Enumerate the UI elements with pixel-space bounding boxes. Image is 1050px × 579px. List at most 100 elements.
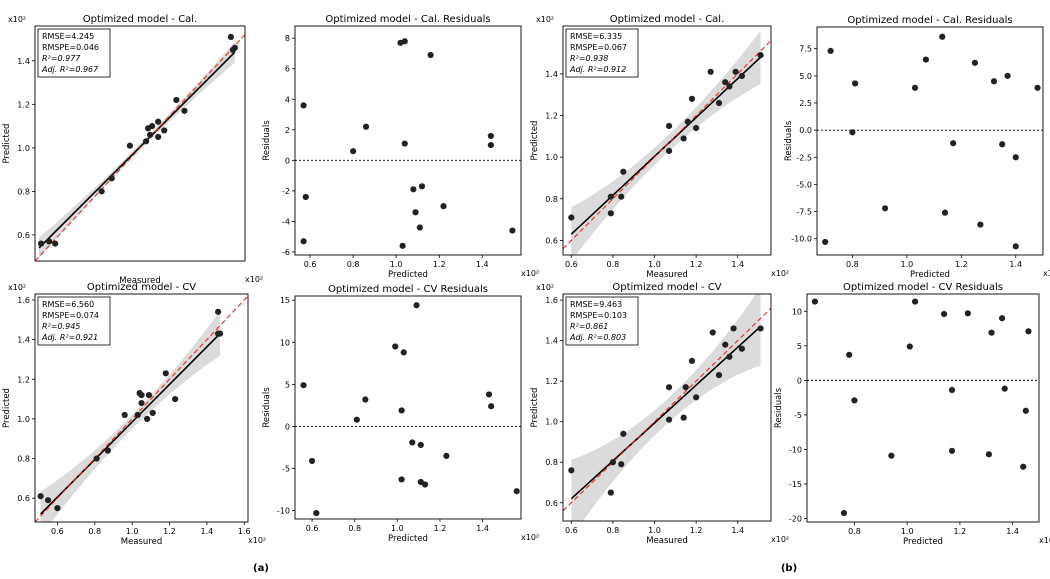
data-point [840, 509, 848, 517]
data-point [940, 310, 948, 318]
chart-b-cv: 0.6 0.8 1.0 1.2 1.4 0.6 0.8 1.0 1.2 1.4 1.6 Optimiz… [530, 282, 789, 546]
data-point [145, 392, 153, 399]
plots-layer: 0.6 0.8 1.0 1.2 1.4 Optimized model - Cal. Mea… [2, 14, 1050, 547]
data-point [488, 403, 495, 410]
data-point [362, 396, 369, 403]
y-tick-label: 0 [285, 422, 290, 431]
data-point [1034, 84, 1041, 91]
data-point [421, 481, 429, 488]
data-point [827, 47, 834, 54]
y-tick-label: 5 [285, 380, 290, 389]
data-point [684, 118, 691, 125]
plot-area [817, 33, 1043, 250]
data-point [300, 102, 307, 109]
chart-b-cal: 0.6 0.8 1.0 1.2 1.4 0.6 0.8 1.0 1.2 1.4 Optimized … [530, 14, 789, 280]
y-tick-label: -5 [794, 411, 802, 420]
plot-area [35, 33, 245, 261]
y-tick-label: -10.0 [791, 235, 812, 244]
chart-title: Optimized model - CV Residuals [843, 282, 1003, 293]
x-axis-label: Measured [646, 270, 688, 280]
data-point [54, 505, 61, 512]
x-tick-label: 0.8 [848, 527, 861, 536]
data-point [509, 227, 516, 234]
data-point [162, 370, 169, 377]
x-tick-label: 0.6 [51, 527, 64, 536]
x-tick-label: 1.2 [163, 527, 176, 536]
plot-area [295, 38, 521, 249]
x-tick-label: 1.0 [648, 526, 661, 535]
stats-line: R²=0.945 [42, 322, 80, 331]
data-point [155, 118, 162, 125]
identity-line [35, 295, 248, 522]
stats-line: RMSPE=0.046 [42, 43, 99, 52]
y-tick-label: 0.6 [545, 499, 558, 508]
y-multiplier: x10² [536, 15, 554, 24]
y-tick-label: 0.6 [545, 236, 558, 245]
chart-a-cal-res: 0.6 0.8 1.0 1.2 1.4 -6 -4 -2 0 2 4 6 8 Optimized mode… [262, 14, 539, 280]
x-tick-label: 1.4 [1009, 260, 1022, 269]
plot-frame [294, 295, 522, 520]
y-tick-label: 0.8 [17, 187, 30, 196]
data-point [730, 325, 737, 332]
plot-area [35, 295, 248, 522]
y-tick-label: 0.6 [17, 494, 30, 503]
data-point [948, 386, 956, 394]
data-point [941, 209, 949, 216]
y-tick-label: 1.4 [17, 57, 30, 66]
data-point [665, 122, 673, 130]
plot-frame [294, 25, 522, 256]
chart-title: Optimized model - CV [612, 282, 721, 293]
stats-box [565, 28, 639, 78]
data-point [607, 193, 614, 200]
data-point [722, 341, 729, 348]
data-point [350, 148, 357, 155]
y-tick-label: 2 [285, 126, 290, 135]
chart-a-cv: 0.6 0.8 1.0 1.2 1.4 1.6 0.6 0.8 1.0 1.2 1.4 1.6 Opti… [2, 282, 266, 547]
x-tick-label: 1.2 [690, 526, 703, 535]
chart-title: Optimized model - Cal. [610, 14, 725, 25]
data-point [726, 353, 733, 360]
y-tick-label: -5 [282, 465, 290, 474]
y-multiplier: x10² [536, 283, 554, 292]
data-point [485, 391, 493, 398]
x-multiplier: x10² [521, 533, 539, 542]
data-point [412, 209, 419, 216]
y-tick-label: -10 [789, 445, 802, 454]
y-tick-label: 1.2 [17, 375, 30, 384]
data-point [950, 140, 957, 147]
data-point [985, 451, 993, 458]
x-multiplier: x10² [771, 269, 789, 278]
data-point [44, 497, 52, 504]
x-axis-label: Measured [121, 537, 163, 547]
data-point [401, 140, 408, 147]
x-tick-label: 1.4 [731, 526, 744, 535]
y-axis-label: Predicted [2, 388, 12, 428]
panel-label-a: (a) [253, 563, 269, 574]
data-point [313, 510, 320, 517]
x-tick-label: 1.4 [476, 524, 489, 533]
x-tick-label: 1.0 [391, 524, 404, 533]
data-point [715, 371, 723, 379]
data-point [52, 240, 59, 247]
y-tick-label: 1.0 [17, 144, 30, 153]
y-tick-label: -4 [282, 217, 290, 226]
y-tick-label: 10 [792, 307, 802, 316]
data-point [1022, 407, 1029, 414]
data-point [618, 461, 625, 468]
data-point [126, 142, 134, 149]
data-point [609, 459, 617, 466]
y-tick-label: 1.0 [545, 418, 558, 427]
regression-line [38, 51, 236, 249]
y-tick-label: 1.4 [545, 70, 558, 79]
data-point [722, 79, 729, 86]
data-point [108, 175, 115, 182]
data-point [999, 141, 1006, 148]
data-point [173, 96, 180, 104]
data-point [939, 33, 946, 40]
y-tick-label: 1.0 [17, 415, 30, 424]
y-tick-label: -6 [282, 248, 290, 257]
data-point [998, 315, 1006, 322]
data-point [680, 135, 687, 142]
y-tick-label: -2 [282, 187, 290, 196]
x-tick-label: 1.4 [476, 260, 489, 269]
